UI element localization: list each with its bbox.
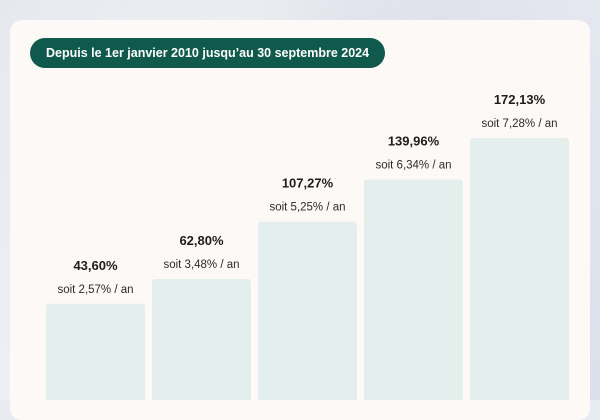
bar-value-label-5: 172,13% bbox=[494, 92, 546, 107]
chart-card: Depuis le 1er janvier 2010 jusqu’au 30 s… bbox=[10, 20, 590, 420]
bar-4 bbox=[364, 179, 463, 400]
bar-value-label-1: 43,60% bbox=[73, 258, 118, 273]
bar-value-label-4: 139,96% bbox=[388, 133, 440, 148]
bar-annual-label-3: soit 5,25% / an bbox=[269, 202, 345, 214]
bar-annual-label-2: soit 3,48% / an bbox=[163, 259, 239, 271]
bar-value-label-3: 107,27% bbox=[282, 176, 334, 191]
bar-3 bbox=[258, 222, 357, 400]
bar-annual-label-1: soit 2,57% / an bbox=[57, 284, 133, 296]
bar-value-label-2: 62,80% bbox=[179, 233, 224, 248]
bar-annual-label-5: soit 7,28% / an bbox=[481, 118, 557, 130]
bar-annual-label-4: soit 6,34% / an bbox=[375, 159, 451, 171]
bar-1 bbox=[46, 304, 145, 400]
bar-2 bbox=[152, 279, 251, 400]
bar-5 bbox=[470, 138, 569, 400]
bar-chart: 43,60% soit 2,57% / an 62,80% soit 3,48% / … bbox=[10, 20, 590, 400]
